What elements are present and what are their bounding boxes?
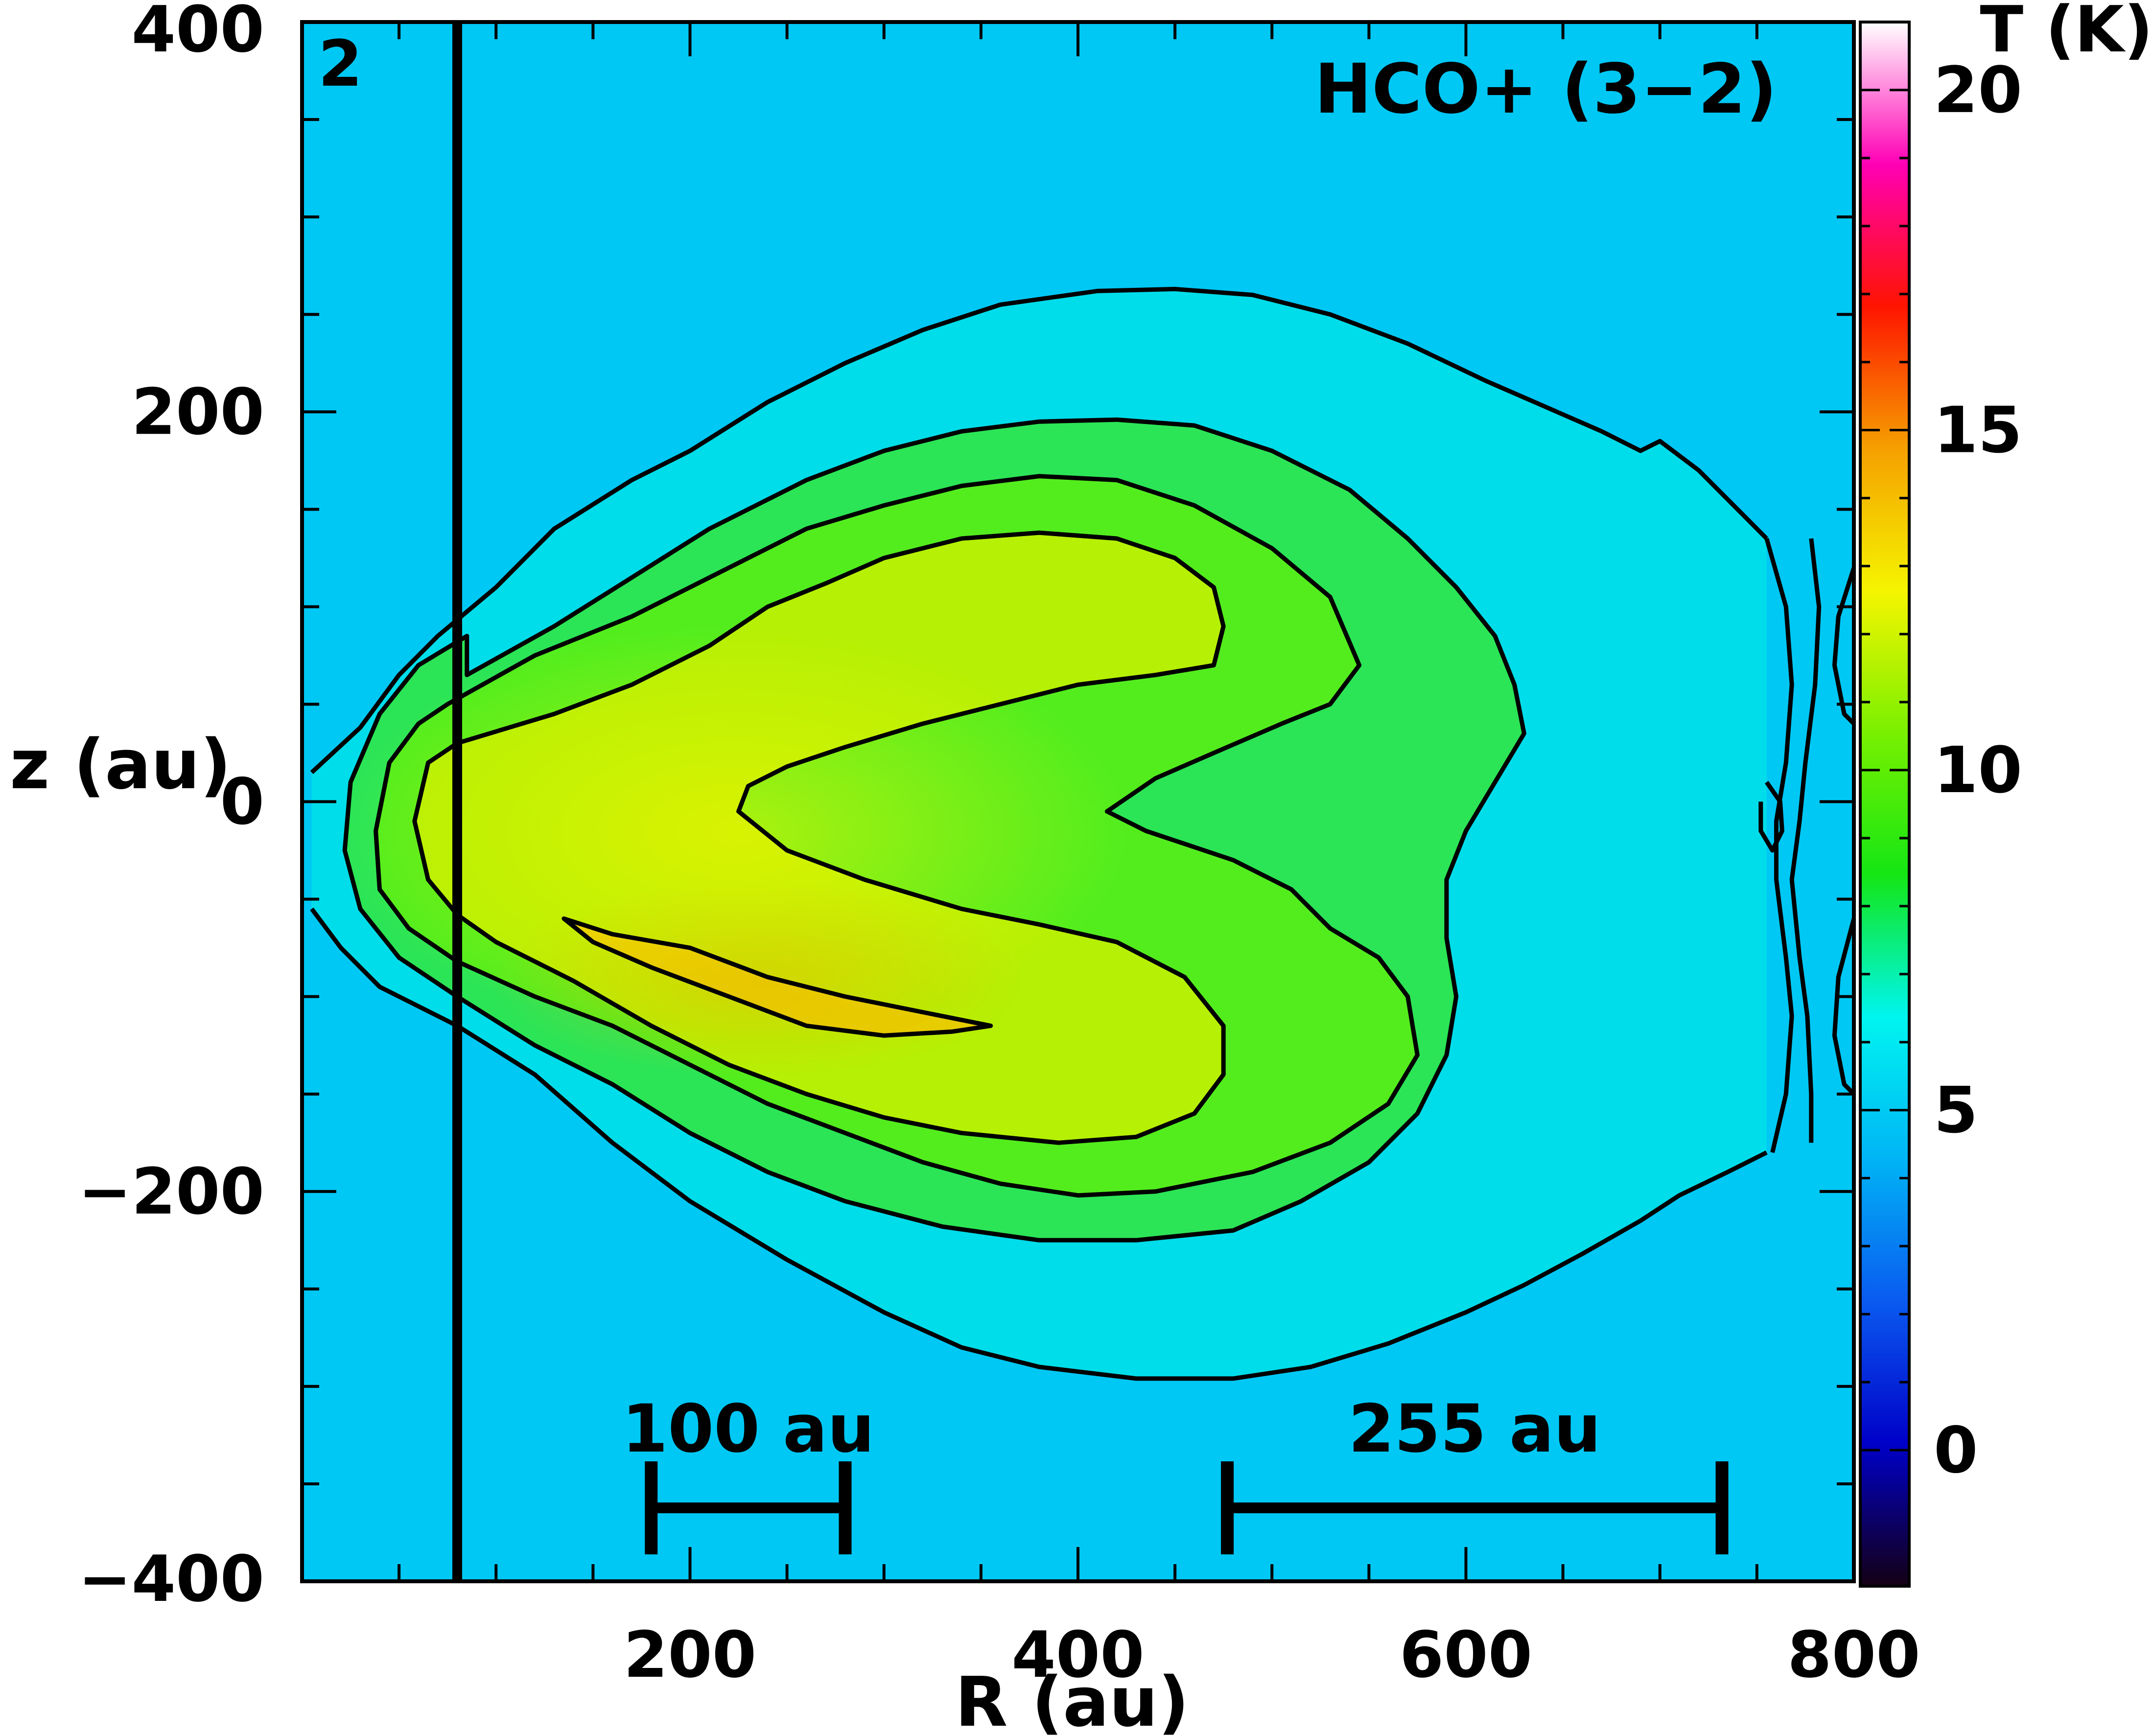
y-tick-label: −200 xyxy=(78,1154,264,1229)
colorbar-tick-label: 20 xyxy=(1934,53,2022,127)
x-axis-label: R (au) xyxy=(955,1663,1190,1736)
colorbar-tick-label: 15 xyxy=(1934,393,2022,467)
y-tick-label: 200 xyxy=(132,375,264,449)
colorbar-tick-label: 10 xyxy=(1934,733,2022,807)
y-axis-label: z (au) xyxy=(10,725,231,805)
x-tick-label: 800 xyxy=(1787,1618,1920,1692)
peak-core-glow xyxy=(490,881,1028,1077)
contour-line-4K xyxy=(1758,781,1784,853)
chart-title: HCO+ (3−2) xyxy=(1314,49,1777,129)
colorbar xyxy=(1859,21,1911,1588)
contour-line-8K xyxy=(374,474,1420,1198)
y-tick-label: 400 xyxy=(132,0,264,67)
contour-line-4K xyxy=(310,907,1768,1381)
y-tick-labels: 400 200 0 −200 −400 xyxy=(78,0,264,1616)
y-tick-label: 0 xyxy=(220,765,264,839)
scale-bars: 100 au 255 au xyxy=(622,1390,1729,1554)
scale-bar-label: 255 au xyxy=(1348,1390,1601,1467)
contour-line-4K xyxy=(1764,538,1794,1153)
heatmap-field xyxy=(310,22,1854,1581)
colorbar-tick-label: 5 xyxy=(1934,1073,1978,1148)
y-tick-label: −400 xyxy=(78,1542,264,1616)
contour-line-4K xyxy=(310,286,1768,774)
x-tick-label: 200 xyxy=(624,1618,756,1692)
x-tick-labels: 200 400 600 800 xyxy=(624,1618,1920,1692)
contour-line-12K xyxy=(562,916,993,1038)
colorbar-tick-label: 0 xyxy=(1934,1413,1978,1487)
colorbar-ticks: 20 15 10 5 0 xyxy=(1860,53,2022,1487)
contour-layer xyxy=(310,286,1854,1381)
colorbar-label: T (K) xyxy=(1980,0,2153,67)
contour-line-4K xyxy=(1789,538,1822,1143)
contour-line-4K xyxy=(1832,567,1854,726)
contour-line-10K xyxy=(412,530,1226,1145)
x-tick-label: 400 xyxy=(1011,1618,1144,1692)
axis-ticks xyxy=(301,21,1855,1583)
x-tick-label: 600 xyxy=(1400,1618,1532,1692)
contour-line-4K xyxy=(1832,918,1854,1096)
contour-line-6K xyxy=(342,417,1526,1243)
scale-bar-label: 100 au xyxy=(622,1390,874,1467)
panel-label: 2 xyxy=(318,26,362,101)
